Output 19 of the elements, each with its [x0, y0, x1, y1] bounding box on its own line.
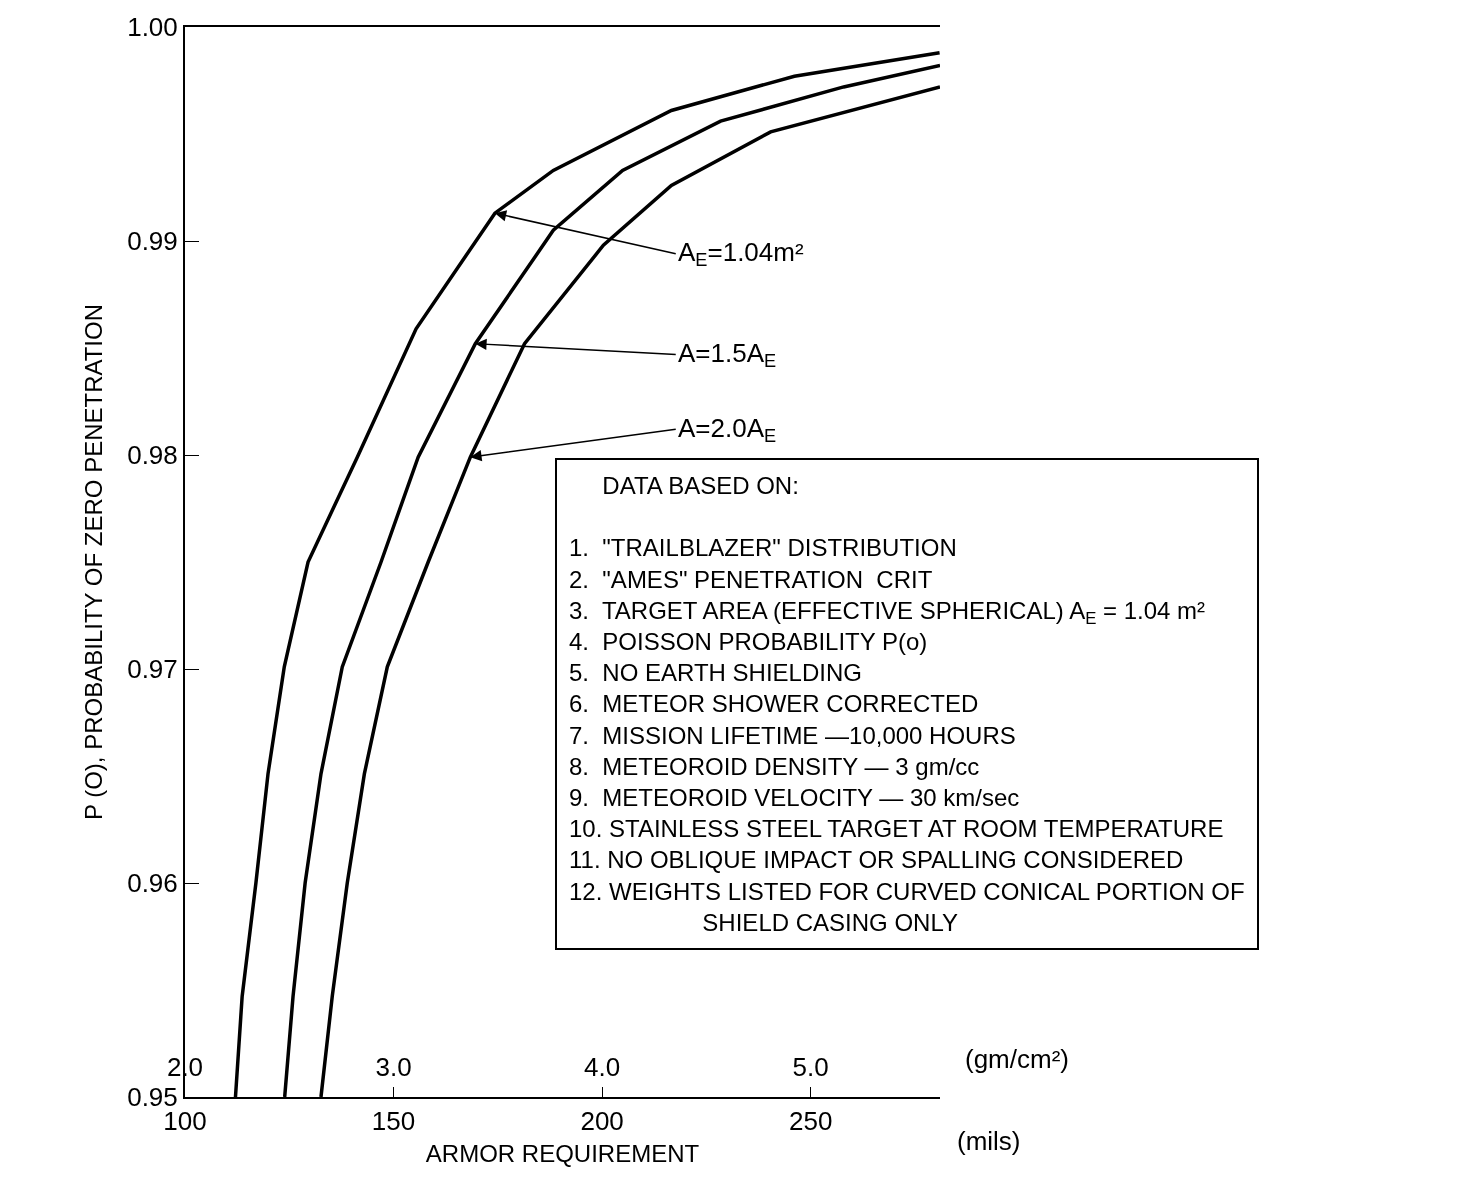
- x2-tick-label: 4.0: [584, 1051, 621, 1082]
- x-tick-label: 150: [371, 1106, 416, 1137]
- y-axis-title: P (O), PROBABILITY OF ZERO PENETRATION: [79, 303, 107, 821]
- annotation: A$_{E}$=1.04m²: [678, 237, 804, 271]
- y-tick-label: 0.97: [127, 654, 178, 685]
- text: (mils): [957, 1126, 1021, 1156]
- x2-axis-title: (gm/cm²): [965, 1044, 1069, 1074]
- x-tick-label: 250: [788, 1106, 833, 1137]
- x2-tick-label: 3.0: [375, 1051, 412, 1082]
- x-axis-title: ARMOR REQUIREMENT: [425, 1140, 700, 1167]
- text: DATA BASED ON: 1. "TRAILBLAZER" DISTRIBUTION 2. "AMES" PENETRATION CRIT 3. TARGET AREA (EFFECTIVE SPHERICAL) A$_{E}$ = 1.04 m² 4. POISSON PROBABILITY P(o) 5. NO EARTH SHIELDING 6. METEOR SHOWER CORRECTED 7. MISSION LIFETIME —10,000 HOURS 8. METEOROID DENSITY — 3 gm/cc 9. METEOROID VELOCITY — 30 km/sec 10. STAINLESS STEEL TARGET AT ROOM TEMPERATURE 11. NO OBLIQUE IMPACT OR SPALLING CONSIDERED 12. WEIGHTS LISTED FOR CURVED CONICAL PORTION OF SHIELD CASING ONLY: [569, 472, 1245, 936]
- x2-tick-label: 5.0: [792, 1051, 829, 1082]
- annotation: A=2.0A$_{E}$: [678, 413, 777, 447]
- annotation: A=1.5A$_{E}$: [678, 338, 777, 372]
- y-tick-label: 0.98: [127, 440, 178, 471]
- y-tick-label: 0.96: [127, 868, 178, 899]
- x-tick-label: 200: [580, 1106, 624, 1137]
- y-tick-label: 1.00: [127, 12, 178, 43]
- y-tick-label: 0.99: [127, 226, 178, 257]
